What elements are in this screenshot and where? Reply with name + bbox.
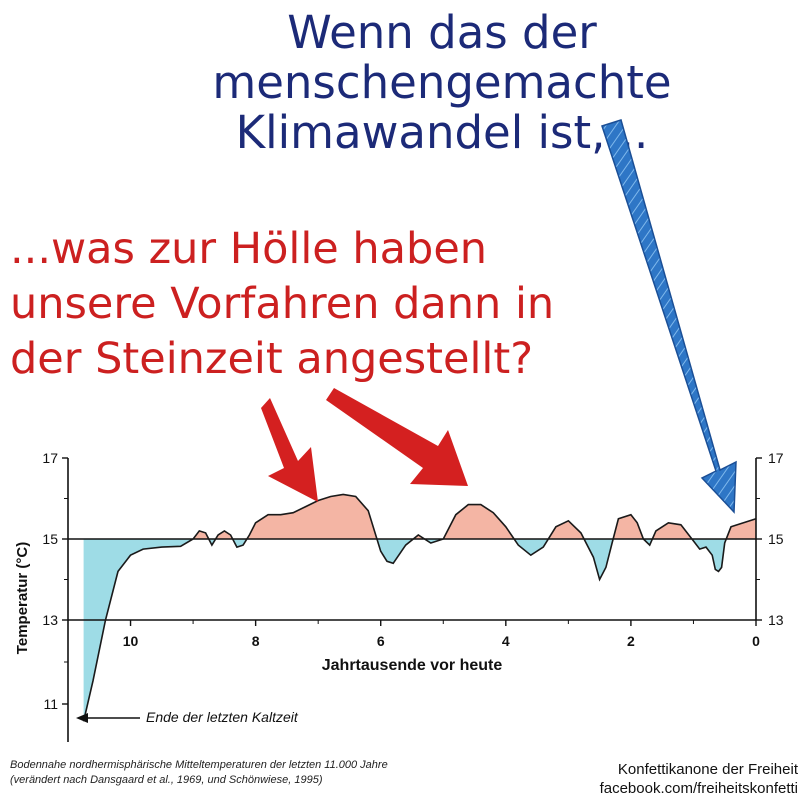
x-tick-label: 6 [377, 633, 385, 649]
headline-top-line-1: Wenn das der [287, 6, 597, 59]
temperature-curve [82, 493, 757, 722]
credit-name: Konfettikanone der Freiheit [617, 761, 798, 778]
area-fills [83, 494, 756, 722]
x-tick-label: 4 [502, 633, 510, 649]
y-right-tick-label: 15 [768, 531, 784, 547]
caption-line-2: (verändert nach Dansgaard et al., 1969, … [10, 774, 323, 786]
credit-url: facebook.com/freiheitskonfetti [599, 780, 798, 797]
credit: Konfettikanone der Freiheit facebook.com… [538, 760, 798, 798]
axes: 17 15 13 11 17 15 13 10 8 6 4 2 0 [42, 450, 784, 742]
x-axis-label: Jahrtausende vor heute [322, 657, 503, 674]
y-left-tick-label: 17 [42, 450, 58, 466]
blue-arrow [601, 119, 737, 514]
headline-top-line-3: Klimawandel ist,... [235, 106, 649, 159]
red-arrow-right [326, 388, 468, 486]
x-tick-label: 2 [627, 633, 635, 649]
annotation-text: Ende der letzten Kaltzeit [146, 709, 299, 725]
headline-top: Wenn das der menschengemachte Klimawande… [162, 8, 722, 158]
x-tick-label: 0 [752, 633, 760, 649]
x-tick-label: 8 [252, 633, 260, 649]
headline-bottom: ...was zur Hölle haben unsere Vorfahren … [10, 222, 650, 387]
headline-top-line-2: menschengemachte [212, 56, 672, 109]
headline-bottom-line-2: unsere Vorfahren dann in [10, 279, 555, 329]
x-tick-label: 10 [123, 633, 139, 649]
y-axis-label: Temperatur (°C) [14, 542, 31, 654]
source-caption: Bodennahe nordhermisphärische Mitteltemp… [10, 758, 550, 788]
y-right-tick-label: 13 [768, 612, 784, 628]
y-left-tick-label: 11 [43, 696, 58, 712]
annotation-arrow [76, 713, 140, 723]
y-right-tick-label: 17 [768, 450, 784, 466]
y-left-tick-label: 13 [42, 612, 58, 628]
warm-area [83, 494, 756, 539]
headline-bottom-line-3: der Steinzeit angestellt? [10, 334, 534, 384]
cold-area [83, 539, 756, 722]
headline-bottom-line-1: ...was zur Hölle haben [10, 224, 488, 274]
caption-line-1: Bodennahe nordhermisphärische Mitteltemp… [10, 759, 388, 771]
red-arrow-left [261, 398, 318, 502]
y-left-tick-label: 15 [42, 531, 58, 547]
